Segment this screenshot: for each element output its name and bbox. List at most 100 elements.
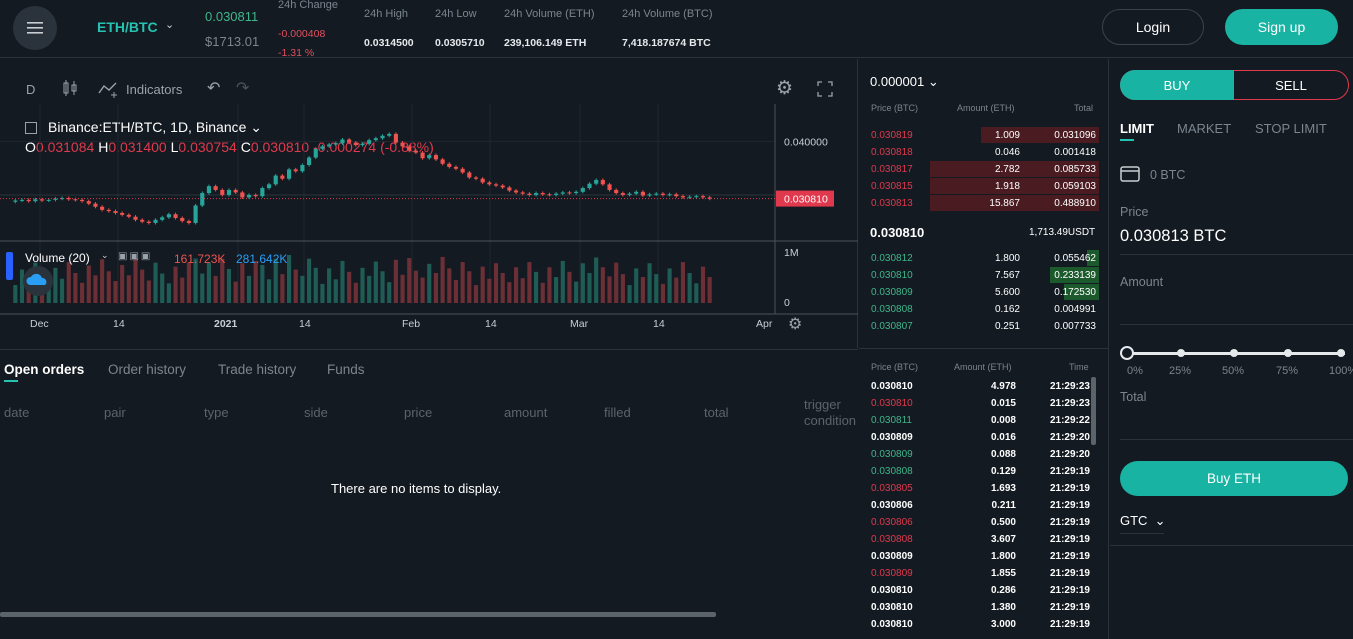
- volume-bar: [460, 262, 465, 303]
- order-type-stop-limit[interactable]: STOP LIMIT: [1255, 121, 1327, 136]
- volume-bar: [500, 272, 505, 303]
- trade-amount: 0.286: [990, 585, 1016, 596]
- candle-body: [153, 219, 158, 223]
- trades-scrollbar[interactable]: [1091, 377, 1096, 445]
- trade-amount: 0.008: [990, 415, 1016, 426]
- depth-bar: [981, 127, 1099, 143]
- bid-row[interactable]: 0.030808 0.162 0.004991: [859, 301, 1099, 318]
- bid-row[interactable]: 0.030810 7.567 0.233139: [859, 267, 1099, 284]
- redo-icon[interactable]: ↷: [236, 80, 250, 97]
- tab-open-orders[interactable]: Open orders: [4, 362, 85, 377]
- login-button[interactable]: Login: [1102, 9, 1204, 45]
- volume-bar: [206, 262, 212, 303]
- ob-total: 0.055462: [1054, 253, 1096, 264]
- candle-body: [266, 184, 272, 189]
- bid-row[interactable]: 0.030812 1.800 0.055462: [859, 250, 1099, 267]
- trades-col-price: Price (BTC): [871, 362, 918, 372]
- candle-body: [213, 186, 218, 190]
- trade-row: 0.030811 0.008 21:29:22: [859, 412, 1099, 429]
- volume-bar: [273, 258, 278, 303]
- candle-body: [467, 172, 472, 178]
- volume-bar: [200, 273, 205, 303]
- sell-tab[interactable]: SELL: [1275, 77, 1307, 93]
- bid-row[interactable]: 0.030809 5.600 0.172530: [859, 284, 1099, 301]
- slider-stop[interactable]: [1337, 349, 1345, 357]
- depth-bar: [1064, 284, 1099, 300]
- trade-time: 21:29:20: [1049, 432, 1090, 443]
- interval-selector[interactable]: D: [26, 82, 36, 97]
- price-input[interactable]: 0.030813 BTC: [1120, 227, 1227, 245]
- time-tick-label: Mar: [570, 318, 589, 330]
- indicators-icon[interactable]: [98, 80, 122, 98]
- chevron-down-icon[interactable]: ⌄: [101, 250, 109, 260]
- buy-eth-button[interactable]: Buy ETH: [1120, 461, 1348, 496]
- volume-bar: [520, 278, 525, 303]
- horizontal-scrollbar[interactable]: [0, 612, 716, 617]
- volume-bar: [360, 267, 365, 303]
- slider-thumb[interactable]: [1120, 346, 1134, 360]
- order-type-market[interactable]: MARKET: [1177, 121, 1232, 136]
- candle-body: [146, 221, 151, 223]
- volume-bar: [213, 275, 218, 303]
- volume-collapse-handle[interactable]: [6, 252, 13, 280]
- candle-body: [594, 179, 599, 184]
- ask-row[interactable]: 0.030819 1.009 0.031096: [859, 127, 1099, 144]
- ob-price: 0.030813: [871, 198, 913, 209]
- candlestick-chart[interactable]: 0.040000 0.030810 1M 0 Dec 14 2021 14 Feb 14 Mar 14…: [0, 104, 858, 348]
- candle-body: [73, 199, 78, 201]
- volume-bar: [113, 281, 118, 303]
- col-filled: filled: [604, 405, 631, 420]
- collapse-legend-icon[interactable]: [25, 122, 37, 134]
- active-tab-indicator: [4, 380, 18, 382]
- tick-size-selector[interactable]: 0.000001 ⌄: [870, 74, 939, 89]
- tab-funds[interactable]: Funds: [327, 362, 365, 377]
- trade-row: 0.030805 1.693 21:29:19: [859, 480, 1099, 497]
- volume-bar: [280, 274, 285, 303]
- slider-stop[interactable]: [1284, 349, 1292, 357]
- fullscreen-icon[interactable]: [817, 81, 833, 97]
- volume-bar: [333, 279, 338, 303]
- ask-row[interactable]: 0.030817 2.782 0.085733: [859, 161, 1099, 178]
- slider-stop[interactable]: [1230, 349, 1238, 357]
- menu-button[interactable]: [13, 6, 57, 50]
- time-tick-label: Feb: [402, 318, 420, 330]
- volume-value-2: 281.642K: [236, 252, 288, 266]
- settings-gear-icon[interactable]: ⚙: [776, 78, 794, 99]
- candle-body: [487, 182, 492, 185]
- candle-body: [160, 217, 165, 220]
- volume-bar: [186, 262, 191, 303]
- order-type-limit[interactable]: LIMIT: [1120, 121, 1154, 136]
- last-price-label: 0.030810: [784, 194, 828, 206]
- candle-body: [53, 198, 58, 200]
- tab-trade-history[interactable]: Trade history: [218, 362, 297, 377]
- buy-tab[interactable]: BUY: [1120, 70, 1234, 100]
- bid-row[interactable]: 0.030807 0.251 0.007733: [859, 318, 1099, 335]
- candle-body: [80, 199, 85, 202]
- ask-row[interactable]: 0.030815 1.918 0.059103: [859, 178, 1099, 195]
- ask-row[interactable]: 0.030818 0.046 0.001418: [859, 144, 1099, 161]
- candle-body: [226, 189, 232, 195]
- pair-selector[interactable]: ETH/BTC: [97, 19, 158, 35]
- tab-order-history[interactable]: Order history: [108, 362, 187, 377]
- candles-icon[interactable]: [62, 79, 78, 97]
- volume-tick-label: 0: [784, 297, 790, 309]
- trade-price: 0.030811: [871, 415, 912, 426]
- price-chart-panel: D Indicators ↶ ↷ ⚙ Binance:ETH/BTC, 1D, …: [0, 59, 858, 348]
- signup-button[interactable]: Sign up: [1225, 9, 1338, 45]
- candle-body: [433, 155, 439, 160]
- trade-amount: 0.129: [990, 466, 1016, 477]
- ob-col-price: Price (BTC): [871, 103, 918, 113]
- candle-body: [86, 201, 91, 204]
- slider-stop[interactable]: [1177, 349, 1185, 357]
- undo-icon[interactable]: ↶: [207, 80, 221, 97]
- volume-controls[interactable]: ▣▣▣: [118, 251, 153, 262]
- time-in-force-selector[interactable]: GTC ⌄: [1120, 513, 1166, 528]
- time-tick-label: 14: [485, 318, 497, 330]
- volume-bar: [387, 282, 392, 303]
- chevron-down-icon[interactable]: ⌄: [165, 19, 175, 31]
- trade-price: 0.030808: [871, 466, 913, 477]
- chart-settings-gear-icon[interactable]: ⚙: [788, 316, 803, 333]
- ask-row[interactable]: 0.030813 15.867 0.488910: [859, 195, 1099, 212]
- indicators-button[interactable]: Indicators: [126, 82, 183, 97]
- candle-body: [453, 166, 459, 169]
